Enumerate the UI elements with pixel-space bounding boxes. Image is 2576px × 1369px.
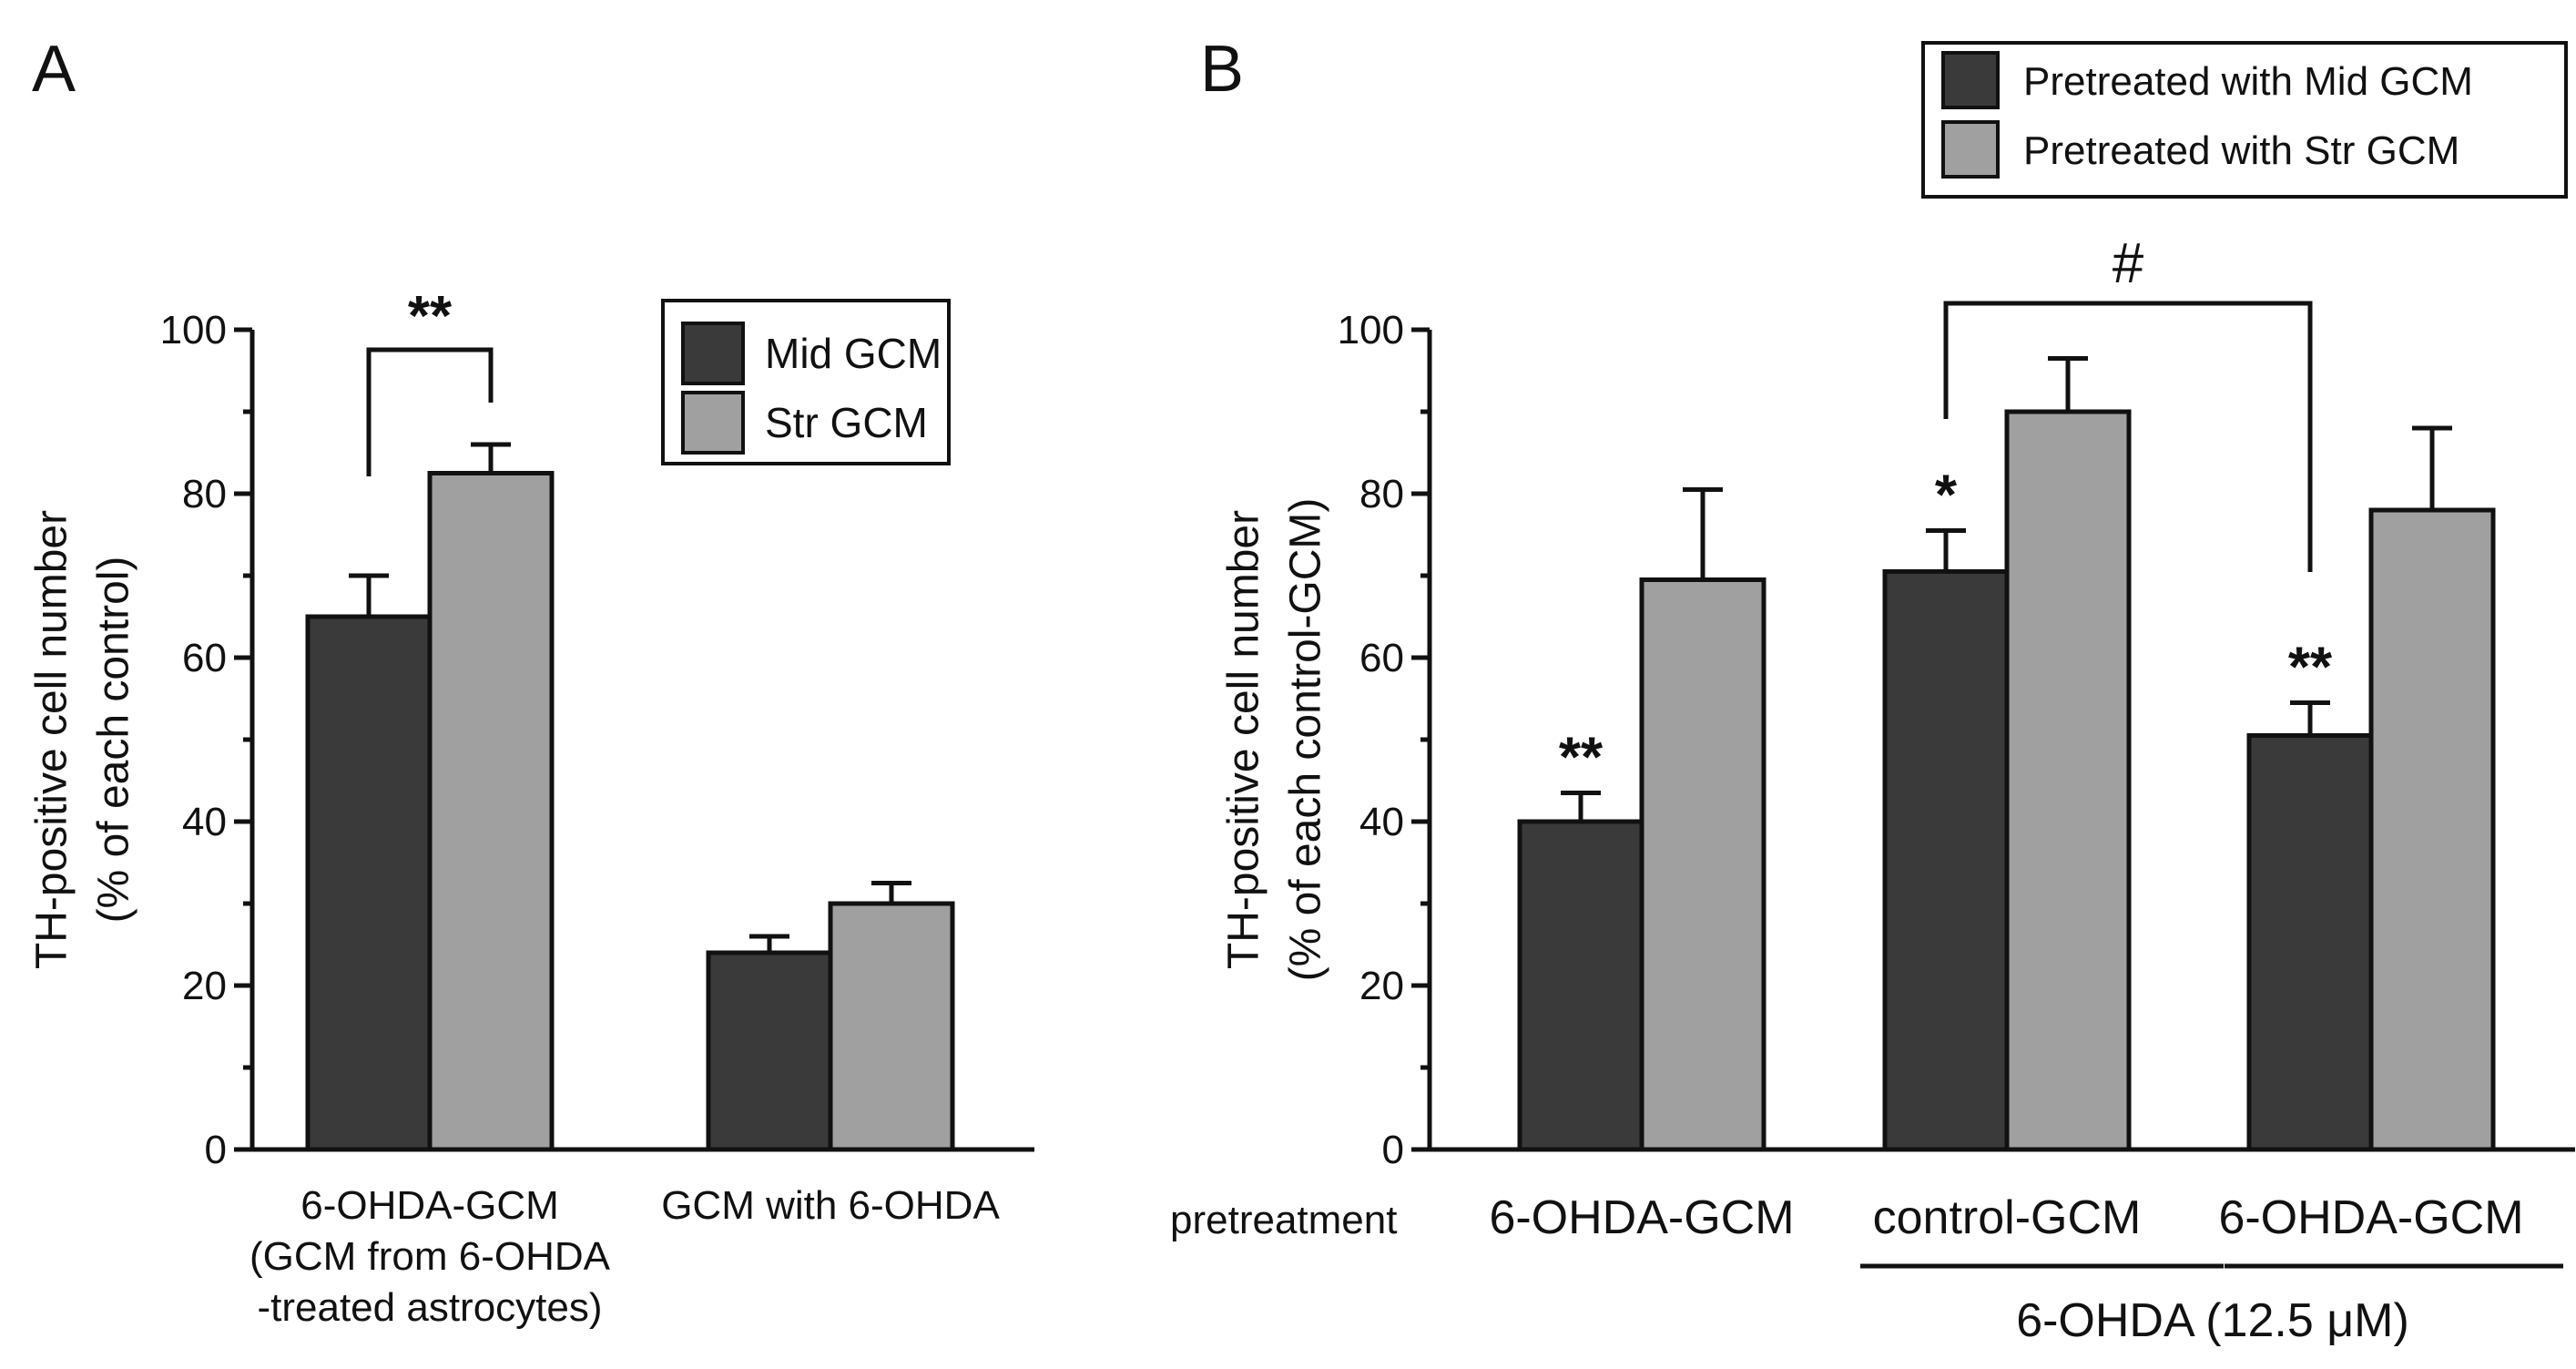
y-axis-label: (% of each control-GCM)	[1282, 498, 1330, 982]
legend-swatch	[681, 322, 745, 385]
legend-label: Pretreated with Str GCM	[2023, 128, 2459, 173]
significance-bracket	[1943, 301, 2313, 572]
y-tick-label: 60	[1359, 636, 1404, 680]
legend-swatch	[681, 391, 745, 455]
legend-box	[1921, 41, 2568, 199]
legend-label: Str GCM	[765, 399, 928, 446]
significance-mark: **	[1559, 727, 1604, 790]
significance-mark: *	[1935, 465, 1958, 527]
y-tick-label: 0	[205, 1128, 227, 1172]
significance-mark: #	[2113, 232, 2144, 295]
y-tick-label: 20	[182, 964, 227, 1008]
y-tick-label: 80	[182, 472, 227, 516]
y-axis-label: TH-positive cell number	[1220, 510, 1268, 969]
significance-mark: **	[408, 285, 453, 348]
bar-pretreated-with-str-gcm	[2368, 507, 2496, 1152]
x-category-label: control-GCM	[1873, 1191, 2142, 1244]
row-label: pretreatment	[1170, 1198, 1397, 1242]
x-category-label: 6-OHDA-GCM	[300, 1183, 559, 1228]
legend-swatch	[1941, 51, 2000, 109]
legend-label: Pretreated with Mid GCM	[2023, 59, 2473, 104]
panel-label: A	[32, 33, 76, 106]
y-tick-label: 100	[160, 308, 227, 352]
bar-str-gcm	[828, 901, 955, 1152]
y-axis-label: TH-positive cell number	[28, 510, 76, 969]
bar-pretreated-with-mid-gcm	[1882, 569, 2010, 1152]
significance-bracket	[366, 347, 494, 476]
y-tick-label: 60	[182, 636, 227, 680]
x-category-label: 6-OHDA-GCM	[1489, 1191, 1794, 1244]
bar-mid-gcm	[305, 614, 433, 1152]
bar-pretreated-with-mid-gcm	[2246, 733, 2374, 1152]
y-tick-label: 0	[1382, 1128, 1404, 1172]
y-tick-label: 100	[1338, 308, 1404, 352]
y-tick-label: 80	[1359, 472, 1404, 516]
x-category-label: (GCM from 6-OHDA	[249, 1234, 611, 1279]
bar-pretreated-with-str-gcm	[2004, 409, 2132, 1152]
x-category-label: GCM with 6-OHDA	[661, 1183, 1000, 1228]
y-tick-label: 40	[182, 800, 227, 844]
panel-label: B	[1200, 33, 1244, 106]
y-axis-label: (% of each control)	[90, 557, 138, 924]
group-label: 6-OHDA (12.5 μM)	[2016, 1294, 2409, 1347]
legend-swatch	[1941, 120, 2000, 179]
bar-pretreated-with-mid-gcm	[1517, 819, 1644, 1152]
significance-mark: **	[2288, 637, 2333, 700]
legend-label: Mid GCM	[765, 330, 942, 377]
x-category-label: 6-OHDA-GCM	[2218, 1191, 2523, 1244]
y-tick-label: 40	[1359, 800, 1404, 844]
bar-pretreated-with-str-gcm	[1639, 577, 1767, 1152]
x-category-label: -treated astrocytes)	[257, 1285, 602, 1330]
y-tick-label: 20	[1359, 964, 1404, 1008]
bar-str-gcm	[427, 471, 555, 1152]
bar-mid-gcm	[706, 950, 833, 1152]
